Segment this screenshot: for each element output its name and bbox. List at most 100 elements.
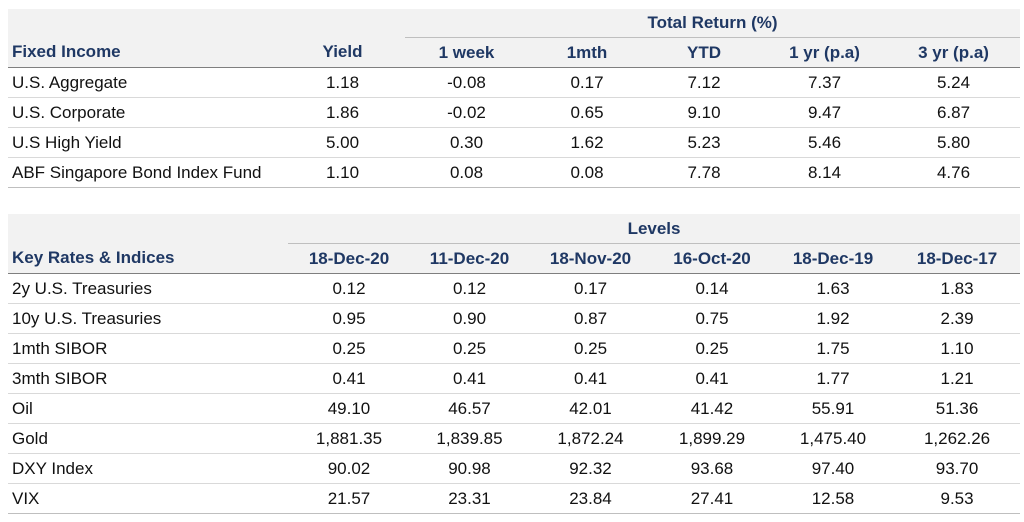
cell-value: 7.78 <box>646 157 762 188</box>
row-label: 10y U.S. Treasuries <box>8 303 288 334</box>
cell-value: 7.37 <box>762 67 887 98</box>
cell-value: 0.25 <box>410 333 529 364</box>
cell-value: 1,262.26 <box>894 423 1021 454</box>
cell-value: 0.08 <box>528 157 646 188</box>
cell-value: 97.40 <box>772 453 894 484</box>
cell-value: 5.24 <box>887 67 1021 98</box>
table-row: Gold 1,881.35 1,839.85 1,872.24 1,899.29 1,47… <box>8 423 1021 454</box>
row-label: U.S. Aggregate <box>8 67 280 98</box>
cell-value: 0.95 <box>288 303 410 334</box>
cell-value: 21.57 <box>288 483 410 514</box>
column-header: 18-Dec-19 <box>772 243 894 274</box>
key-rates-table: Levels Key Rates & Indices 18-Dec-20 11-… <box>8 214 1021 514</box>
cell-value: 1.63 <box>772 273 894 304</box>
group-spacer <box>280 9 405 38</box>
column-header: 18-Nov-20 <box>529 243 652 274</box>
table-row: 3mth SIBOR 0.41 0.41 0.41 0.41 1.77 1.21 <box>8 363 1021 394</box>
column-header: 1 yr (p.a) <box>762 37 887 68</box>
fixed-income-header-row: Fixed Income Yield 1 week 1mth YTD 1 yr … <box>8 37 1021 68</box>
cell-value: 5.46 <box>762 127 887 158</box>
cell-value: 1,839.85 <box>410 423 529 454</box>
cell-value: 51.36 <box>894 393 1021 424</box>
cell-value: 0.08 <box>405 157 528 188</box>
cell-value: 6.87 <box>887 97 1021 128</box>
cell-value: 90.02 <box>288 453 410 484</box>
cell-value: 1.21 <box>894 363 1021 394</box>
cell-value: 8.14 <box>762 157 887 188</box>
cell-value: 0.41 <box>288 363 410 394</box>
cell-value: 0.41 <box>652 363 772 394</box>
cell-value: 0.41 <box>529 363 652 394</box>
cell-value: 90.98 <box>410 453 529 484</box>
cell-value: 0.25 <box>288 333 410 364</box>
row-label: 1mth SIBOR <box>8 333 288 364</box>
cell-value: 93.68 <box>652 453 772 484</box>
cell-value: 0.14 <box>652 273 772 304</box>
cell-value: 0.87 <box>529 303 652 334</box>
cell-value: 1.83 <box>894 273 1021 304</box>
cell-value: 1.18 <box>280 67 405 98</box>
cell-value: 5.80 <box>887 127 1021 158</box>
row-label: 2y U.S. Treasuries <box>8 273 288 304</box>
row-label: 3mth SIBOR <box>8 363 288 394</box>
row-label: U.S. Corporate <box>8 97 280 128</box>
cell-value: 92.32 <box>529 453 652 484</box>
cell-value: 0.12 <box>410 273 529 304</box>
cell-value: 27.41 <box>652 483 772 514</box>
column-header: 1 week <box>405 37 528 68</box>
row-label: U.S High Yield <box>8 127 280 158</box>
group-spacer <box>8 214 288 244</box>
cell-value: 9.47 <box>762 97 887 128</box>
cell-value: 1,881.35 <box>288 423 410 454</box>
fixed-income-table: Total Return (%) Fixed Income Yield 1 we… <box>8 9 1021 188</box>
cell-value: -0.08 <box>405 67 528 98</box>
fixed-income-group-row: Total Return (%) <box>8 9 1021 38</box>
cell-value: 23.84 <box>529 483 652 514</box>
cell-value: 1.10 <box>894 333 1021 364</box>
cell-value: 1,475.40 <box>772 423 894 454</box>
cell-value: 1.92 <box>772 303 894 334</box>
table-row: DXY Index 90.02 90.98 92.32 93.68 97.40 93.70 <box>8 453 1021 484</box>
column-header: 16-Oct-20 <box>652 243 772 274</box>
cell-value: 0.25 <box>529 333 652 364</box>
table-row: U.S High Yield 5.00 0.30 1.62 5.23 5.46 5.80 <box>8 127 1021 158</box>
cell-value: 7.12 <box>646 67 762 98</box>
cell-value: 12.58 <box>772 483 894 514</box>
column-header: 18-Dec-17 <box>894 243 1021 274</box>
table-row: Oil 49.10 46.57 42.01 41.42 55.91 51.36 <box>8 393 1021 424</box>
table-row: 1mth SIBOR 0.25 0.25 0.25 0.25 1.75 1.10 <box>8 333 1021 364</box>
cell-value: 0.25 <box>652 333 772 364</box>
cell-value: 9.53 <box>894 483 1021 514</box>
cell-value: -0.02 <box>405 97 528 128</box>
cell-value: 1.75 <box>772 333 894 364</box>
cell-value: 0.41 <box>410 363 529 394</box>
cell-value: 41.42 <box>652 393 772 424</box>
cell-value: 5.00 <box>280 127 405 158</box>
cell-value: 1.77 <box>772 363 894 394</box>
cell-value: 93.70 <box>894 453 1021 484</box>
cell-value: 46.57 <box>410 393 529 424</box>
row-label: DXY Index <box>8 453 288 484</box>
column-header: Fixed Income <box>8 37 280 68</box>
cell-value: 0.17 <box>528 67 646 98</box>
table-row: VIX 21.57 23.31 23.84 27.41 12.58 9.53 <box>8 483 1021 514</box>
cell-value: 2.39 <box>894 303 1021 334</box>
cell-value: 1.86 <box>280 97 405 128</box>
cell-value: 1.62 <box>528 127 646 158</box>
row-label: ABF Singapore Bond Index Fund <box>8 157 280 188</box>
cell-value: 1.10 <box>280 157 405 188</box>
cell-value: 23.31 <box>410 483 529 514</box>
cell-value: 0.90 <box>410 303 529 334</box>
key-rates-group-row: Levels <box>8 214 1021 244</box>
row-label: Gold <box>8 423 288 454</box>
column-header: 3 yr (p.a) <box>887 37 1021 68</box>
cell-value: 42.01 <box>529 393 652 424</box>
row-label: Oil <box>8 393 288 424</box>
cell-value: 49.10 <box>288 393 410 424</box>
table-row: ABF Singapore Bond Index Fund 1.10 0.08 0.0… <box>8 157 1021 188</box>
cell-value: 0.12 <box>288 273 410 304</box>
cell-value: 1,872.24 <box>529 423 652 454</box>
key-rates-header-row: Key Rates & Indices 18-Dec-20 11-Dec-20 … <box>8 243 1021 274</box>
total-return-title: Total Return (%) <box>405 9 1021 38</box>
cell-value: 9.10 <box>646 97 762 128</box>
